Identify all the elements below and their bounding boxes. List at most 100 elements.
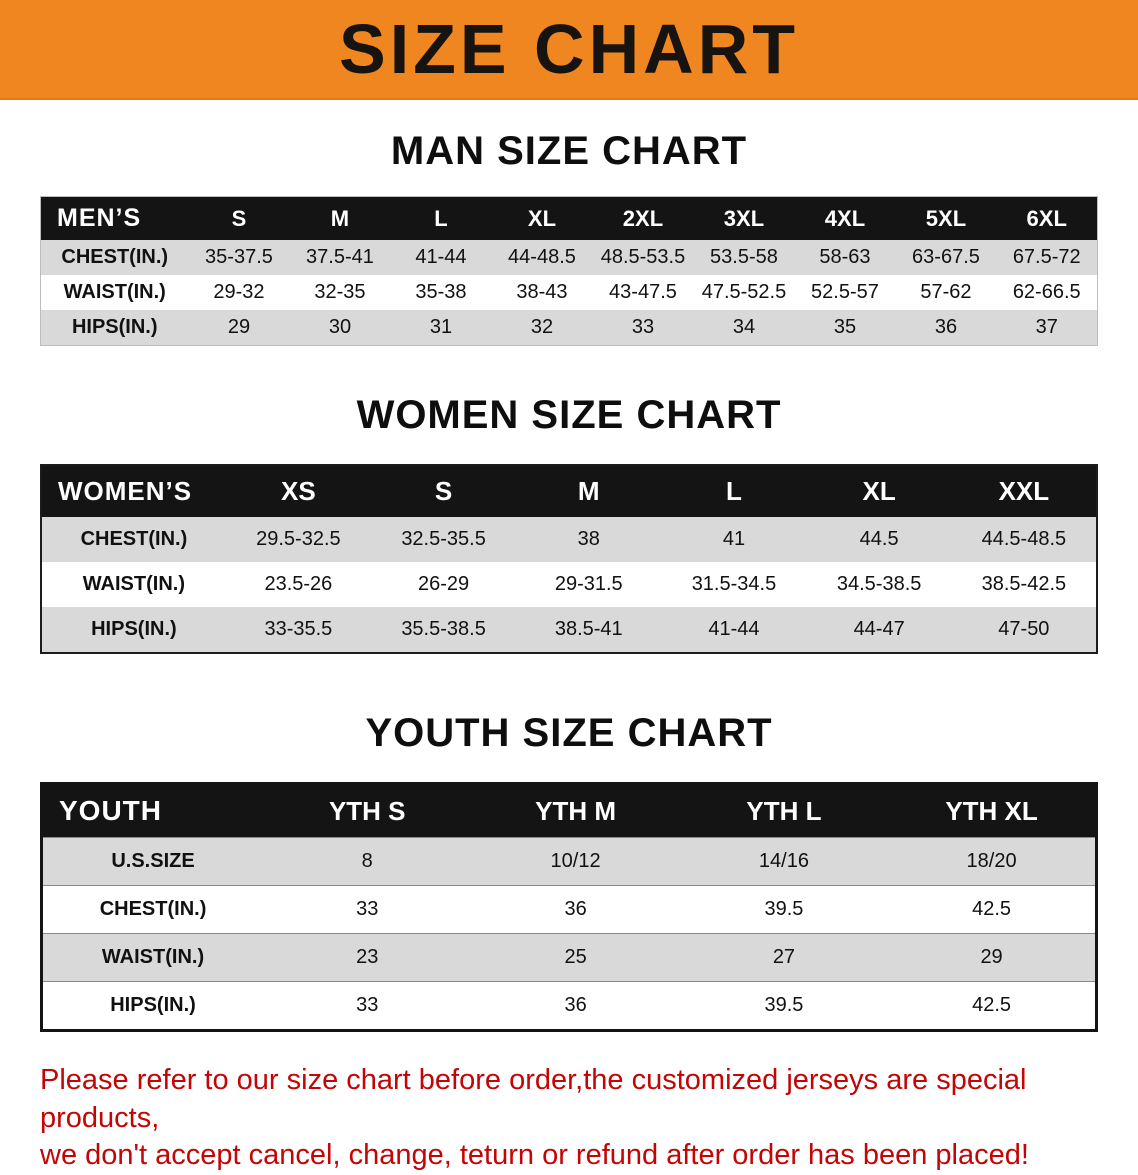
size-column-header: 6XL	[996, 196, 1098, 240]
youth-section-heading: YOUTH SIZE CHART	[365, 711, 773, 755]
size-column-header: M	[516, 465, 662, 517]
row-label: WAIST(IN.)	[101, 946, 205, 968]
row-label: CHEST(IN.)	[80, 528, 188, 550]
size-value: 33	[356, 898, 379, 920]
disclaimer-line-1: Please refer to our size chart before or…	[40, 1064, 1027, 1134]
size-value: 47.5-52.5	[701, 281, 787, 303]
size-value: 44.5	[859, 528, 899, 550]
size-value: 35.5-38.5	[401, 618, 486, 640]
size-value: 38	[577, 528, 600, 550]
measurement-row: CHEST(IN.) 33 36 39.5 42.5	[41, 885, 1097, 934]
size-value: 31	[429, 316, 453, 338]
women-section-heading: WOMEN SIZE CHART	[356, 393, 782, 437]
measurement-row: HIPS(IN.) 33 36 39.5 42.5	[41, 981, 1097, 1031]
size-value: 38.5-41	[554, 618, 623, 640]
men-section: MAN SIZE CHART MEN’S S M L XL 2XL 3XL 4XL 5XL 6XL…	[0, 128, 1138, 346]
size-value: 38.5-42.5	[981, 573, 1067, 595]
size-value: 33	[356, 994, 379, 1016]
size-column-header: L	[390, 196, 492, 240]
size-value: 29	[980, 946, 1003, 968]
size-value: 26-29	[418, 573, 470, 595]
size-column-header: XL	[491, 196, 593, 240]
size-value: 30	[328, 316, 352, 338]
size-column-header: YTH XL	[888, 783, 1097, 838]
size-column-header: YTH L	[679, 783, 889, 838]
size-value: 67.5-72	[1012, 246, 1081, 268]
measurement-row: HIPS(IN.) 33-35.5 35.5-38.5 38.5-41 41-44 44-…	[41, 607, 1097, 653]
size-column-header: S	[188, 196, 290, 240]
men-table-wrap: MEN’S S M L XL 2XL 3XL 4XL 5XL 6XL CHEST(IN.) 35-37…	[0, 196, 1138, 346]
row-label: WAIST(IN.)	[63, 281, 166, 303]
size-value: 23.5-26	[264, 573, 333, 595]
size-value: 34.5-38.5	[836, 573, 922, 595]
row-label: U.S.SIZE	[111, 850, 195, 872]
youth-section: YOUTH SIZE CHART YOUTH YTH S YTH M YTH L YTH…	[0, 710, 1138, 1032]
size-value: 32	[530, 316, 554, 338]
size-value: 41-44	[415, 246, 467, 268]
youth-size-table: YOUTH YTH S YTH M YTH L YTH XL U.S.SIZE 8 10/12…	[40, 782, 1098, 1032]
men-size-table: MEN’S S M L XL 2XL 3XL 4XL 5XL 6XL CHEST(IN.) 35-37…	[40, 196, 1098, 346]
size-value: 63-67.5	[912, 246, 980, 268]
size-value: 39.5	[764, 994, 804, 1016]
measurement-row: HIPS(IN.) 29 30 31 32 33 34 35 36 37	[40, 310, 1098, 346]
measurement-row: CHEST(IN.) 35-37.5 37.5-41 41-44 44-48.5 48.5…	[40, 240, 1098, 275]
table-header-row: WOMEN’S XS S M L XL XXL	[41, 465, 1097, 517]
size-value: 32-35	[314, 281, 366, 303]
size-value: 44.5-48.5	[981, 528, 1067, 550]
women-size-table: WOMEN’S XS S M L XL XXL CHEST(IN.) 29.5-32.5 32.5…	[40, 464, 1098, 654]
size-value: 8	[361, 850, 373, 872]
measurement-row: WAIST(IN.) 23.5-26 26-29 29-31.5 31.5-34.5 34…	[41, 562, 1097, 607]
row-label: HIPS(IN.)	[91, 618, 177, 640]
size-value: 38-43	[516, 281, 568, 303]
size-value: 34	[732, 316, 756, 338]
disclaimer-line-2: we don't accept cancel, change, teturn o…	[40, 1139, 1029, 1172]
size-value: 36	[564, 898, 587, 920]
size-value: 42.5	[972, 898, 1012, 920]
size-column-header: S	[370, 465, 517, 517]
row-label: CHEST(IN.)	[99, 898, 207, 920]
size-value: 33	[631, 316, 655, 338]
disclaimer: Please refer to our size chart before or…	[0, 1062, 1138, 1175]
size-value: 18/20	[966, 850, 1017, 872]
men-section-heading: MAN SIZE CHART	[390, 129, 748, 173]
size-column-header: M	[289, 196, 391, 240]
banner: SIZE CHART	[0, 0, 1138, 100]
table-corner-label: WOMEN’S	[41, 465, 226, 517]
measurement-row: U.S.SIZE 8 10/12 14/16 18/20	[41, 837, 1097, 886]
size-value: 57-62	[920, 281, 972, 303]
table-header-row: YOUTH YTH S YTH M YTH L YTH XL	[41, 783, 1097, 838]
size-value: 53.5-58	[710, 246, 778, 268]
size-value: 35-37.5	[205, 246, 273, 268]
size-value: 23	[356, 946, 379, 968]
size-value: 36	[564, 994, 587, 1016]
size-column-header: XS	[225, 465, 371, 517]
size-value: 10/12	[550, 850, 601, 872]
size-value: 27	[772, 946, 796, 968]
row-label: CHEST(IN.)	[61, 246, 169, 268]
size-value: 52.5-57	[811, 281, 879, 303]
size-column-header: YTH S	[263, 783, 472, 838]
size-value: 47-50	[998, 618, 1050, 640]
size-value: 39.5	[764, 898, 804, 920]
table-header-row: MEN’S S M L XL 2XL 3XL 4XL 5XL 6XL	[40, 196, 1098, 240]
size-value: 37.5-41	[306, 246, 374, 268]
size-value: 35	[833, 316, 857, 338]
size-value: 29.5-32.5	[256, 528, 341, 550]
size-value: 37	[1035, 316, 1058, 338]
row-label: HIPS(IN.)	[110, 994, 196, 1016]
size-value: 48.5-53.5	[600, 246, 686, 268]
measurement-row: WAIST(IN.) 23 25 27 29	[41, 933, 1097, 982]
size-value: 29-32	[213, 281, 265, 303]
women-section: WOMEN SIZE CHART WOMEN’S XS S M L XL XXL CHEST(…	[0, 392, 1138, 654]
size-column-header: L	[661, 465, 807, 517]
size-column-header: YTH M	[471, 783, 680, 838]
table-corner-label: MEN’S	[40, 196, 189, 240]
page-title: SIZE CHART	[339, 10, 799, 88]
size-column-header: 4XL	[794, 196, 896, 240]
size-value: 25	[564, 946, 587, 968]
size-column-header: XL	[806, 465, 952, 517]
youth-table-wrap: YOUTH YTH S YTH M YTH L YTH XL U.S.SIZE 8 10/12…	[0, 782, 1138, 1032]
measurement-row: WAIST(IN.) 29-32 32-35 35-38 38-43 43-47.5 47.…	[40, 275, 1098, 310]
size-value: 41-44	[708, 618, 760, 640]
size-value: 14/16	[758, 850, 809, 872]
